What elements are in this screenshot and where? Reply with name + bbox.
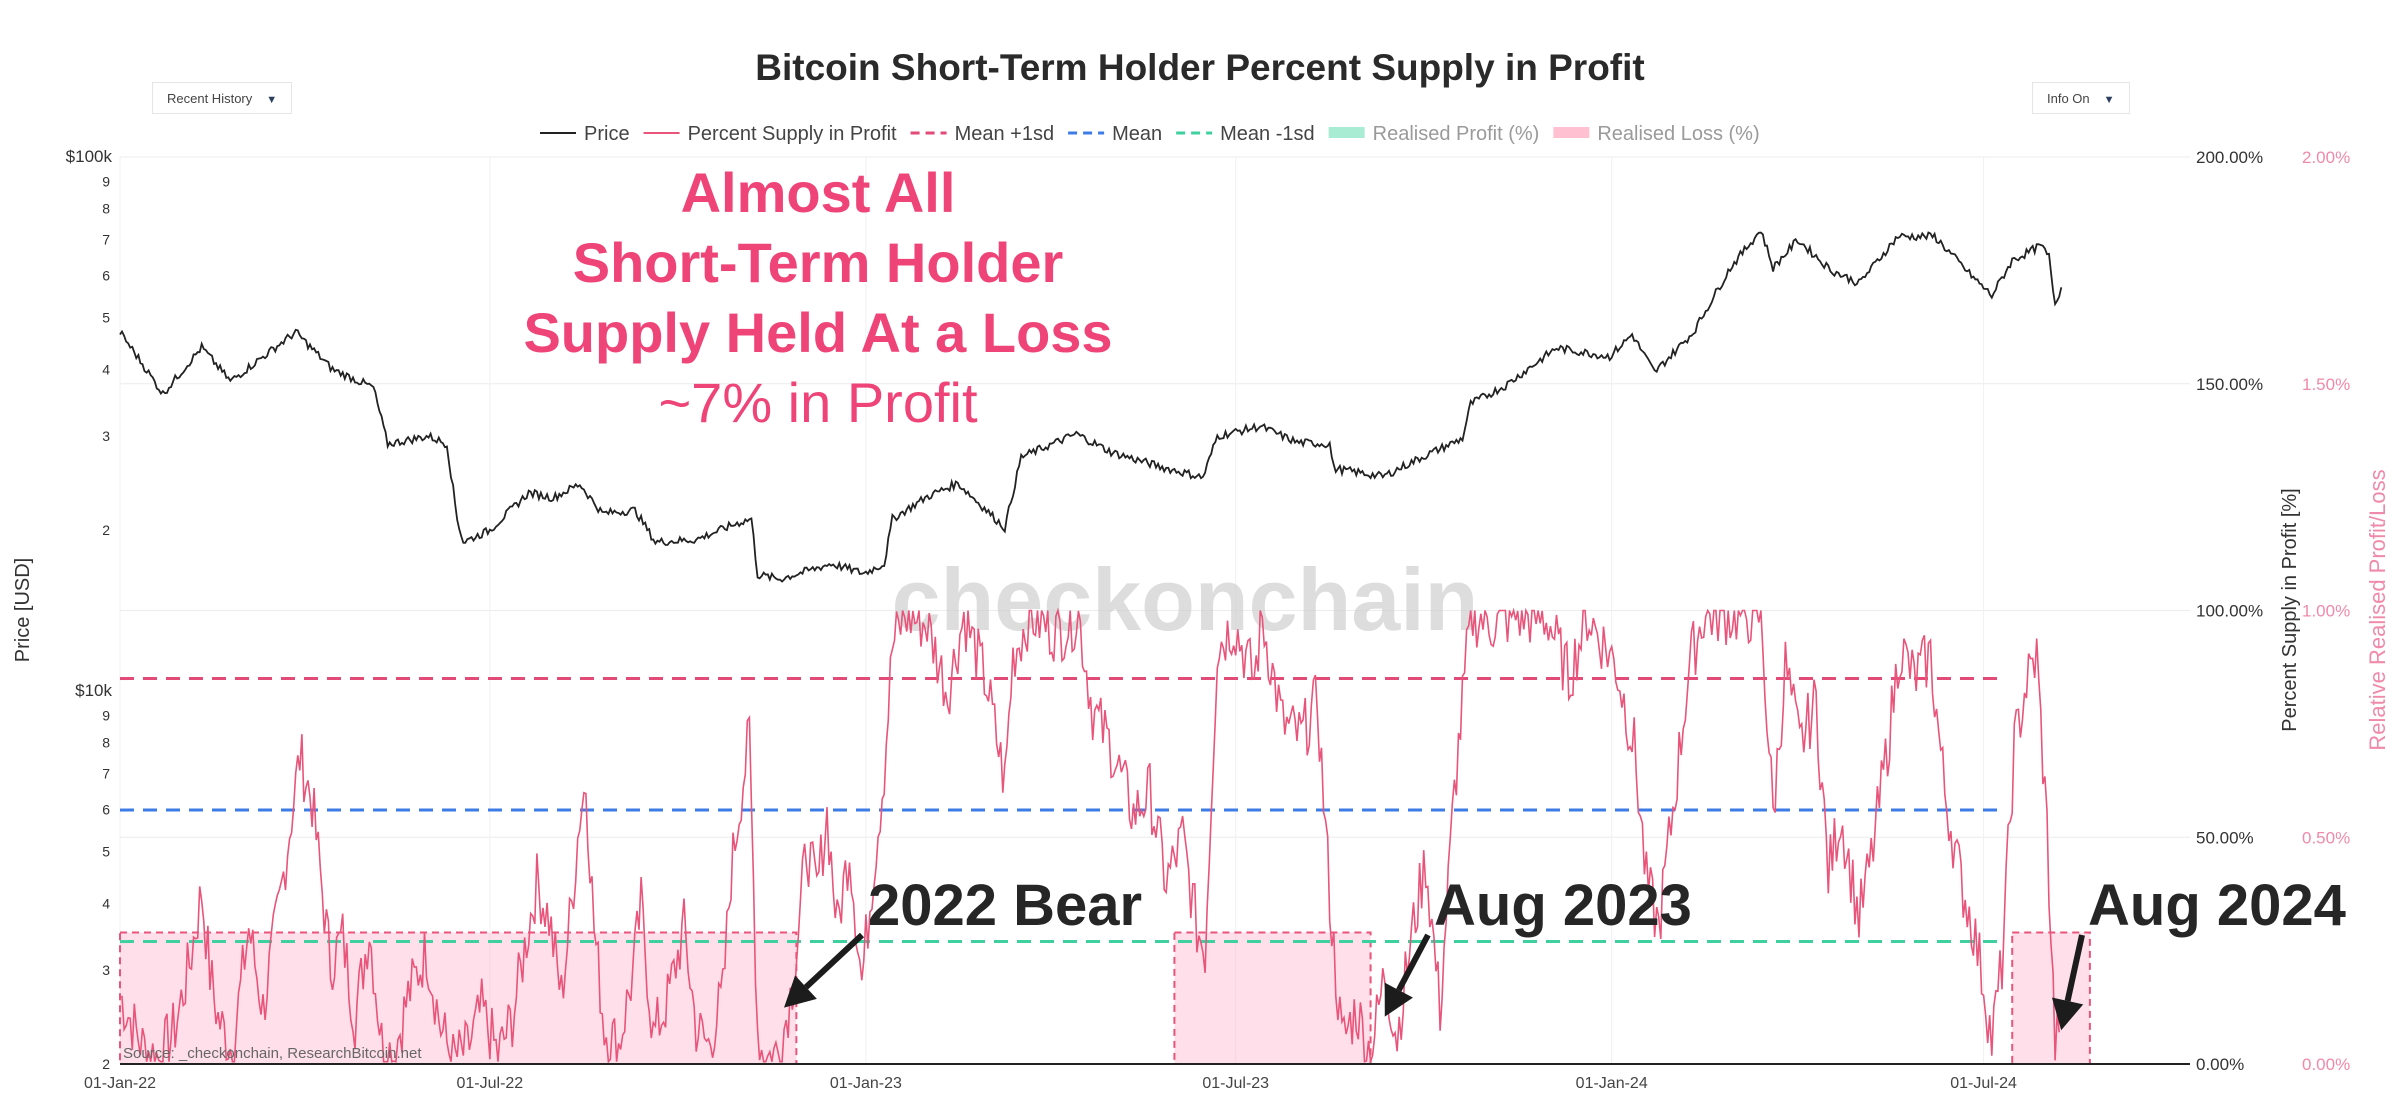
annotation-label-2: Aug 2023 [1434,873,1692,938]
y-left-tick-label: 3 [102,428,110,444]
legend-label: Percent Supply in Profit [688,123,897,145]
y-left-tick-label: 7 [102,766,110,782]
y-right-tick-label: 200.00% [2196,148,2263,167]
y-left-tick-label: 2 [102,1056,110,1072]
headline-line-1: Almost All [681,161,956,224]
legend-item[interactable]: Percent Supply in Profit [643,123,897,145]
series-layer [119,231,2063,1064]
info-on-label: Info On [2047,91,2090,106]
legend-swatch [1553,127,1590,138]
y-left-tick-label: $100k [66,147,113,166]
legend-swatch [1328,127,1365,138]
y-left-tick-label: 9 [102,707,110,723]
annotation-label-3: Aug 2024 [2088,873,2346,938]
y-left-tick-label: 5 [102,844,110,860]
legend-item[interactable]: Realised Loss (%) [1553,123,1760,145]
x-tick-label: 01-Jul-22 [457,1075,524,1092]
legend-label: Realised Loss (%) [1597,123,1759,145]
recent-history-dropdown[interactable]: Recent History ▼ [152,82,293,114]
annotation-arrow-shaft [803,932,865,990]
y-left-tick-label: 3 [102,962,110,978]
y-left-tick-label: 4 [102,361,110,377]
info-on-dropdown[interactable]: Info On ▼ [2032,82,2130,114]
y-right2-tick-label: 1.50% [2302,375,2350,394]
y-right-tick-label: 50.00% [2196,828,2254,847]
y-right-tick-label: 150.00% [2196,375,2263,394]
legend[interactable]: Price Percent Supply in Profit Mean +1sd Me… [540,123,1760,145]
headline-subline: ~7% in Profit [658,371,977,434]
y-left-tick-label: 6 [102,267,110,283]
y-right-tick-label: 0.00% [2196,1055,2244,1074]
legend-item[interactable]: Mean [1068,123,1162,145]
y-right2-tick-label: 0.50% [2302,828,2350,847]
y-left-tick-label: 2 [102,522,110,538]
legend-item[interactable]: Mean +1sd [910,123,1055,145]
annotation-label-1: 2022 Bear [868,873,1142,938]
y-left-tick-label: 6 [102,801,110,817]
y-left-tick-label: 7 [102,232,110,248]
annotation-arrow-head [784,975,817,1008]
annotation-arrow-head [1384,982,1413,1017]
y-right2-tick-label: 2.00% [2302,148,2350,167]
y-right-axis-title: Percent Supply in Profit [%] [2279,488,2301,731]
x-tick-label: 01-Jul-24 [1950,1075,2017,1092]
y-right2-axis-title: Relative Realised Profit/Loss [2365,469,2390,750]
legend-item[interactable]: Realised Profit (%) [1328,123,1540,145]
y-left-tick-label: $10k [75,681,112,700]
y-left-axis-title: Price [USD] [12,558,34,662]
y-right-tick-label: 100.00% [2196,602,2263,621]
headline-line-3: Supply Held At a Loss [523,301,1112,364]
x-tick-label: 01-Jan-22 [84,1075,156,1092]
loss-zone-box [1173,931,1372,1065]
legend-label: Mean -1sd [1220,123,1315,145]
y-left-tick-label: 9 [102,173,110,189]
y-right2-tick-label: 0.00% [2302,1055,2350,1074]
x-tick-label: 01-Jul-23 [1202,1075,1269,1092]
y-left-tick-label: 4 [102,895,110,911]
source-note: Source: _checkonchain, ResearchBitcoin.n… [123,1045,422,1062]
legend-item[interactable]: Price [540,123,630,145]
legend-label: Mean +1sd [955,123,1055,145]
headline-line-2: Short-Term Holder [573,231,1064,294]
levels-layer [120,677,2005,944]
legend-label: Realised Profit (%) [1373,123,1540,145]
annotations-layer: Almost All Short-Term Holder Supply Held A… [123,161,2346,1062]
chevron-down-icon: ▼ [266,94,278,106]
annotation-arrow-shaft [2064,934,2085,1002]
annotation-arrow-shaft [1396,933,1431,992]
grid-layer [119,156,2190,1065]
annotation-arrow-head [2051,997,2084,1031]
y-left-tick-label: 8 [102,201,110,217]
profit-series-line [119,607,2060,1064]
chart-title: Bitcoin Short-Term Holder Percent Supply… [755,47,1644,88]
price-series-line [119,231,2063,583]
legend-label: Price [584,123,630,145]
recent-history-label: Recent History [167,91,253,106]
x-tick-label: 01-Jan-23 [830,1075,902,1092]
y-left-tick-label: 5 [102,310,110,326]
axes-layer: Bitcoin Short-Term Holder Percent Supply… [12,47,2390,1092]
y-right2-tick-label: 1.00% [2302,602,2350,621]
y-left-tick-label: 8 [102,735,110,751]
legend-item[interactable]: Mean -1sd [1176,123,1315,145]
legend-label: Mean [1112,123,1162,145]
watermark: checkonchain [892,550,1479,649]
chevron-down-icon: ▼ [2103,94,2115,106]
x-tick-label: 01-Jan-24 [1576,1075,1648,1092]
